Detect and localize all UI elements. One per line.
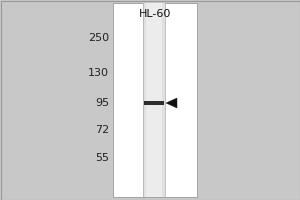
Bar xyxy=(113,3,197,197)
Text: 55: 55 xyxy=(95,153,109,163)
Text: 130: 130 xyxy=(88,68,109,78)
Text: HL-60: HL-60 xyxy=(139,9,171,19)
Bar xyxy=(144,101,164,105)
Text: 72: 72 xyxy=(95,125,109,135)
Text: 95: 95 xyxy=(95,98,109,108)
Bar xyxy=(143,3,165,197)
Polygon shape xyxy=(166,98,177,108)
Text: 250: 250 xyxy=(88,33,109,43)
Bar xyxy=(146,3,162,197)
